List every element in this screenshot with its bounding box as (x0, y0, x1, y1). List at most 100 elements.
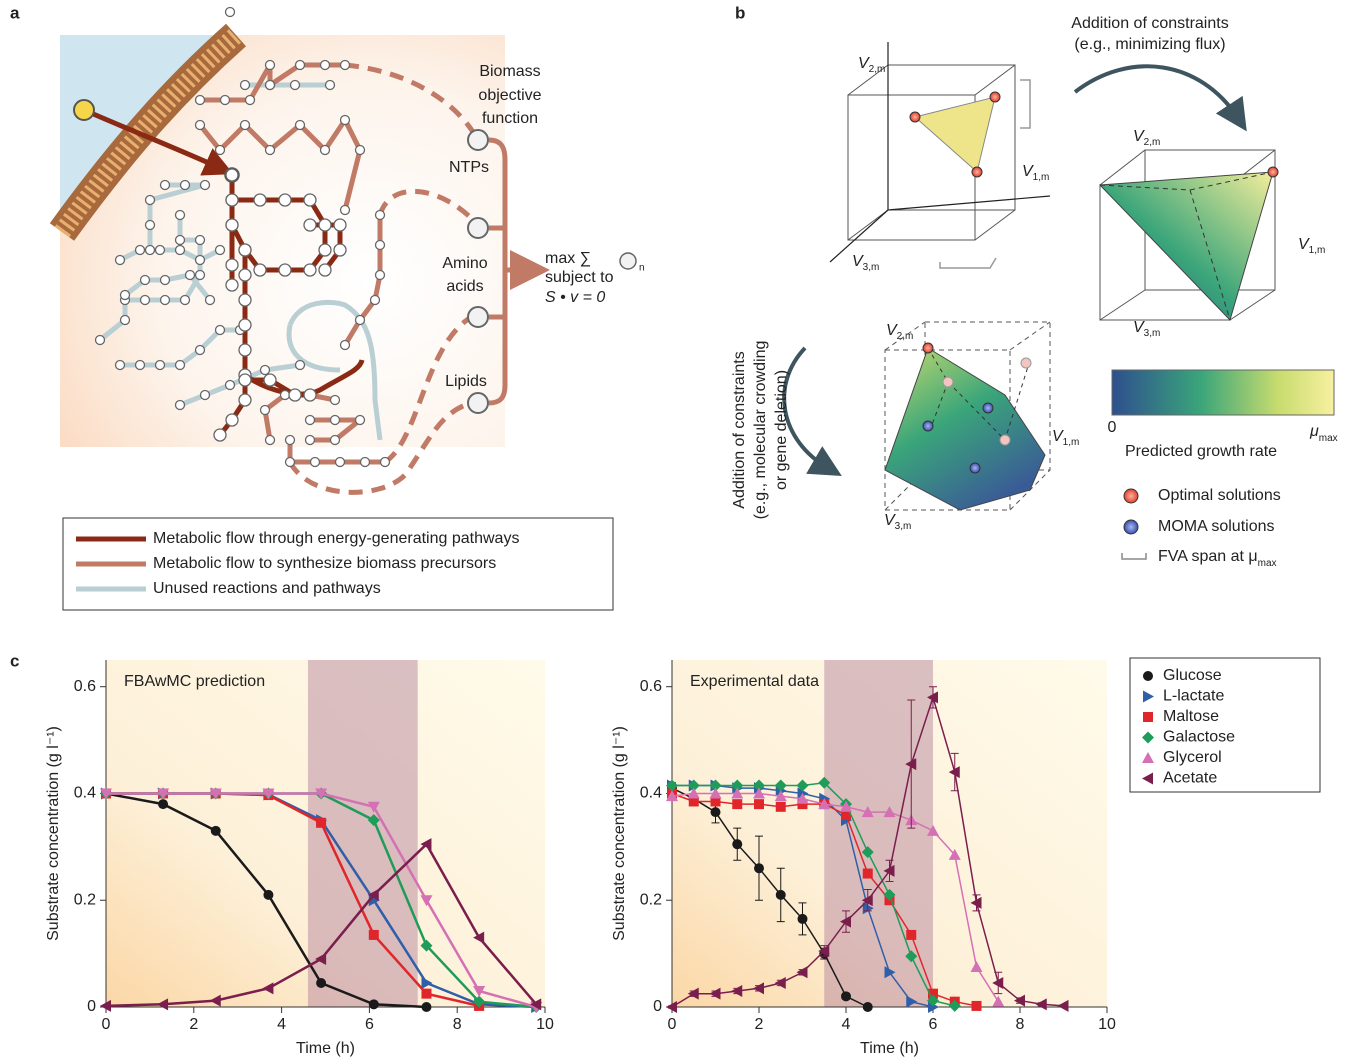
metabolite (356, 416, 365, 425)
svg-text:V1,m: V1,m (1052, 428, 1079, 447)
metabolite (239, 294, 251, 306)
metabolite (201, 391, 210, 400)
legend-marker (1143, 712, 1153, 722)
axis-subscript: 1,m (1033, 172, 1050, 183)
x-tick-label: 8 (1016, 1016, 1025, 1033)
metabolite (226, 259, 238, 271)
metabolite (146, 221, 155, 230)
metabolite (341, 61, 350, 70)
legend-marker (1142, 732, 1154, 744)
legend-label: Glucose (1163, 667, 1222, 684)
metabolite (341, 341, 350, 350)
metabolite (321, 61, 330, 70)
metabolite (304, 264, 316, 276)
svg-text:V1,m: V1,m (1298, 236, 1325, 255)
metabolite (319, 244, 331, 256)
metabolite (141, 296, 150, 305)
metabolite (281, 391, 290, 400)
metabolite (279, 194, 291, 206)
arrow-label: Addition of constraints (1071, 15, 1228, 32)
metabolite (226, 279, 238, 291)
suboptimal-point (1000, 435, 1010, 445)
metabolite (146, 246, 155, 255)
legend-label: Metabolic flow to synthesize biomass pre… (153, 555, 496, 572)
y-tick-label: 0.2 (74, 891, 96, 908)
metabolite (266, 146, 275, 155)
metabolite (266, 436, 275, 445)
solution-volume (885, 348, 1045, 510)
x-tick-label: 10 (1098, 1016, 1116, 1033)
metabolite (266, 81, 275, 90)
metabolite (319, 264, 331, 276)
metabolite (186, 271, 195, 280)
metabolite (286, 436, 295, 445)
metabolite (376, 241, 385, 250)
marker (421, 989, 431, 999)
optimal-point (1268, 167, 1278, 177)
marker (754, 799, 764, 809)
metabolite (296, 121, 305, 130)
x-tick-label: 0 (668, 1016, 677, 1033)
metabolite (239, 269, 251, 281)
biomass-label: objective (478, 87, 541, 104)
metabolite (214, 429, 226, 441)
metabolite (196, 256, 205, 265)
x-tick-label: 4 (842, 1016, 851, 1033)
legend-label: MOMA solutions (1158, 518, 1274, 535)
y-axis-title: Substrate concentration (g l⁻¹) (45, 726, 62, 941)
metabolite (291, 81, 300, 90)
metabolite (176, 361, 185, 370)
metabolite (146, 196, 155, 205)
metabolite (319, 219, 331, 231)
amino-label: Amino (442, 255, 487, 272)
metabolite (261, 406, 270, 415)
biomass-label: Biomass (479, 63, 540, 80)
marker (776, 890, 786, 900)
metabolite (266, 61, 275, 70)
x-axis-title: Time (h) (296, 1040, 355, 1057)
metabolite (96, 336, 105, 345)
metabolite (246, 96, 255, 105)
objective-subject: subject to (545, 269, 614, 286)
panel-label: b (735, 3, 745, 22)
marker (972, 1001, 982, 1011)
solution-volume (1100, 172, 1273, 320)
constraint-arrow (784, 348, 828, 468)
suboptimal-point (1021, 358, 1031, 368)
marker (798, 914, 808, 924)
axis-subscript: 3,m (863, 262, 880, 273)
legend-label: Optimal solutions (1158, 487, 1281, 504)
metabolite (334, 219, 346, 231)
marker (863, 1002, 873, 1012)
panel-a: Biomass objective function NTPs Amino ac… (60, 8, 645, 611)
metabolite (156, 246, 165, 255)
metabolite (176, 401, 185, 410)
annotation: FBAwMC prediction (124, 673, 265, 690)
metabolite (289, 389, 301, 401)
legend-label: FVA span at μ (1158, 548, 1258, 565)
body: a b c Biomass objective function NTPs Am… (0, 0, 1365, 1064)
metabolite (176, 236, 185, 245)
marker (841, 991, 851, 1001)
metabolite (161, 296, 170, 305)
y-tick-label: 0 (653, 998, 662, 1015)
legend-label: Glycerol (1163, 749, 1222, 766)
metabolite (286, 458, 295, 467)
biomass-node (468, 130, 488, 150)
marker (263, 890, 273, 900)
svg-text:V3,m: V3,m (884, 512, 911, 531)
marker (906, 930, 916, 940)
y-tick-label: 0.4 (74, 785, 96, 802)
metabolite (161, 181, 170, 190)
metabolite (334, 244, 346, 256)
arrow-label: or gene deletion) (773, 370, 790, 490)
marker (421, 1002, 431, 1012)
metabolite (196, 121, 205, 130)
metabolite (239, 394, 251, 406)
metabolite (279, 264, 291, 276)
metabolite (216, 326, 225, 335)
panel-b: Addition of constraints (e.g., minimizin… (731, 15, 1337, 568)
legend-label: Galactose (1163, 729, 1235, 746)
legend-marker (1143, 671, 1153, 681)
marker (316, 978, 326, 988)
